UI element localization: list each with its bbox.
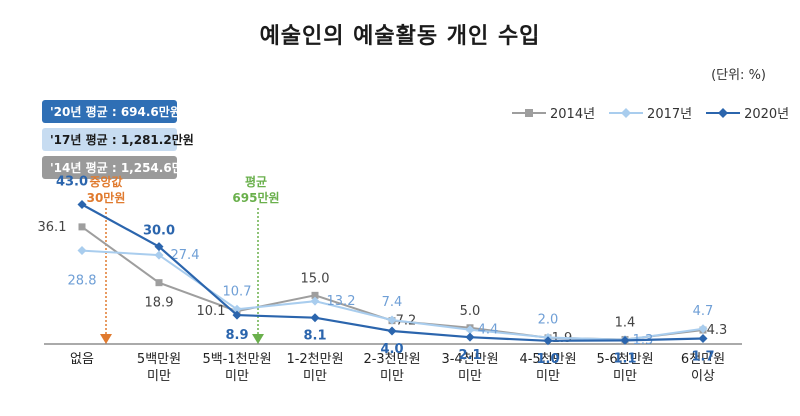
- data-point-2020: [698, 333, 708, 343]
- legend-2017-marker-icon: [609, 107, 644, 118]
- legend-item-2017: 2017년: [609, 103, 692, 122]
- data-label-2014: 18.9: [145, 296, 174, 311]
- mean-value-label: 695만원: [232, 190, 279, 205]
- data-point-2017: [387, 315, 397, 325]
- data-label-2020: 8.1: [303, 329, 326, 344]
- median-label: 중앙값: [89, 175, 122, 189]
- x-tick-label: 6천만원: [681, 352, 725, 367]
- data-label-2017: 2.0: [538, 313, 559, 328]
- data-label-2014: 15.0: [301, 271, 330, 286]
- data-point-2017: [154, 250, 164, 260]
- average-2020-box: '20년 평균 : 694.6만원: [42, 100, 181, 123]
- data-label-2017: 7.4: [382, 295, 403, 310]
- x-tick-label: 5백-1천만원: [202, 352, 271, 367]
- data-label-2014: 4.3: [707, 323, 728, 338]
- data-label-2017: 28.8: [68, 274, 97, 289]
- x-tick-label: 이상: [691, 369, 715, 384]
- legend-2020-marker-icon: [706, 107, 741, 118]
- data-label-2020: 8.9: [225, 328, 248, 343]
- data-label-2020: 30.0: [143, 224, 175, 239]
- data-point-2017: [698, 324, 708, 334]
- data-label-2017: 4.4: [478, 323, 499, 338]
- data-label-2020: 1.7: [691, 349, 714, 364]
- data-point-2017: [77, 246, 87, 256]
- x-tick-label: 미만: [458, 369, 482, 384]
- x-tick-label: 5백만원: [137, 352, 181, 367]
- data-point-2014: [78, 223, 86, 231]
- data-label-2017: 10.7: [223, 284, 252, 299]
- data-label-2020: 4.0: [380, 342, 403, 357]
- legend-label-2014: 2014년: [550, 107, 596, 122]
- data-point-2020: [387, 326, 397, 336]
- x-tick-label: 5-6천만원: [596, 352, 653, 367]
- data-point-2014: [155, 279, 163, 287]
- x-tick-label: 미만: [380, 369, 404, 384]
- data-point-2020: [232, 310, 242, 320]
- x-tick-label: 1-2천만원: [286, 352, 343, 367]
- chart-title: 예술인의 예술활동 개인 수입: [259, 24, 541, 49]
- legend-item-2020: 2020년: [706, 103, 789, 122]
- mean-label: 평균: [245, 175, 267, 189]
- data-point-2020: [465, 332, 475, 342]
- x-tick-label: 미만: [225, 369, 249, 384]
- median-arrow-icon: [100, 334, 112, 344]
- x-tick-label: 미만: [536, 369, 560, 384]
- data-point-2020: [310, 313, 320, 323]
- data-point-2014: [311, 291, 319, 299]
- median-value-label: 30만원: [87, 190, 126, 205]
- data-label-2014: 5.0: [460, 304, 481, 319]
- legend: 2014년 2017년 2020년: [512, 103, 789, 122]
- legend-label-2020: 2020년: [744, 107, 790, 122]
- x-tick-label: 미만: [613, 369, 637, 384]
- data-label-2020: 1.1: [613, 351, 636, 366]
- data-point-2020: [543, 336, 553, 346]
- data-label-2020: 1.0: [536, 352, 559, 367]
- mean-arrow-icon: [252, 334, 264, 344]
- average-2017-box: '17년 평균 : 1,281.2만원: [42, 128, 194, 151]
- data-label-2017: 4.7: [693, 304, 714, 319]
- data-label-2020: 2.1: [458, 348, 481, 363]
- data-point-2017: [465, 325, 475, 335]
- x-tick-label: 4-5천만원: [519, 352, 576, 367]
- data-label-2017: 13.2: [327, 294, 356, 309]
- x-tick-label: 미만: [147, 369, 171, 384]
- data-label-2014: 10.1: [197, 304, 226, 319]
- legend-item-2014: 2014년: [512, 103, 595, 122]
- x-tick-label: 3-4천만원: [441, 352, 498, 367]
- unit-label: (단위: %): [711, 68, 766, 83]
- x-tick-label: 2-3천만원: [363, 352, 420, 367]
- data-point-2017: [310, 296, 320, 306]
- data-point-2020: [154, 242, 164, 252]
- data-label-2014: 1.4: [615, 315, 636, 330]
- x-tick-label: 없음: [70, 352, 94, 367]
- legend-2014-marker-icon: [512, 108, 546, 117]
- average-boxes: '20년 평균 : 694.6만원 '17년 평균 : 1,281.2만원 '1…: [42, 100, 194, 179]
- average-2014-box: '14년 평균 : 1,254.6만원: [42, 156, 194, 179]
- data-label-2017: 27.4: [171, 248, 200, 263]
- data-label-2020: 43.0: [56, 174, 88, 189]
- x-tick-label: 미만: [303, 369, 327, 384]
- data-point-2017: [232, 304, 242, 314]
- data-label-2014: 36.1: [38, 220, 67, 235]
- data-point-2020: [620, 335, 630, 345]
- legend-label-2017: 2017년: [647, 107, 693, 122]
- data-point-2020: [77, 199, 87, 209]
